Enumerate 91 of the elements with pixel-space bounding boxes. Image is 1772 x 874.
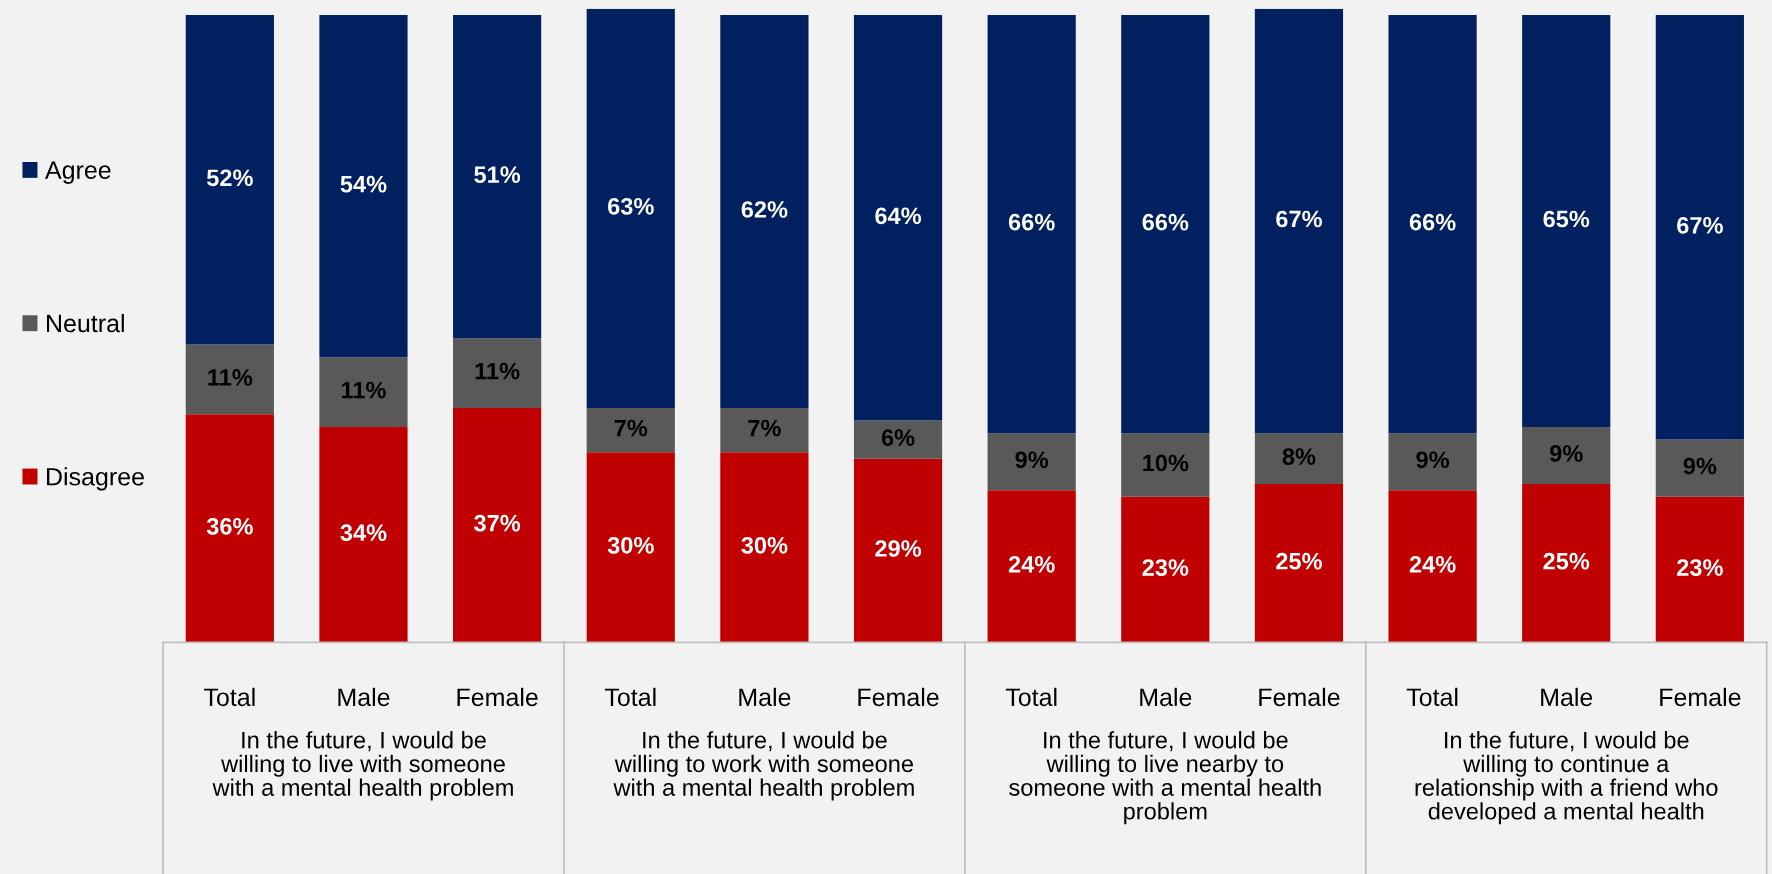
data-label: 11% [475,362,520,380]
bar [185,414,274,643]
bar [1388,490,1477,643]
bar [1522,426,1611,484]
bar [1254,433,1344,484]
legend-label: Neutral [47,313,124,333]
data-label: 10% [1143,454,1189,472]
data-label: 11% [208,369,253,386]
data-label: 34% [340,524,387,542]
bar [586,452,675,643]
data-label: 54% [340,175,387,193]
bar [1655,15,1744,440]
bar [720,452,809,643]
bar [1254,483,1344,643]
bar [319,426,408,643]
data-label: 7% [748,419,781,437]
x-tick-label: Female [457,687,538,707]
bar [453,15,542,339]
bar [853,420,943,459]
text: In the future, I would be willing to live with someone with a mental health problem [212,731,513,801]
text: In the future, I would be willing to continue a relationship with a friend who developed a mental health [1415,731,1718,825]
data-label: 8% [1282,448,1316,465]
bar [987,490,1076,643]
data-label: 30% [741,536,788,554]
bar [1388,433,1477,491]
data-label: 9% [1549,445,1583,462]
data-label: 24% [1008,555,1055,573]
data-label: 63% [607,197,654,215]
x-tick-label: Male [1541,687,1593,707]
x-tick-label: Female [858,687,939,707]
data-label: 67% [1677,216,1723,234]
data-label: 9% [1015,451,1049,469]
legend-label: Agree [45,161,111,184]
bar [720,407,809,453]
data-label: 37% [474,514,521,532]
bar [319,357,408,427]
data-label: 24% [1409,555,1456,573]
data-label: 36% [206,517,253,535]
data-label: 9% [1416,451,1450,469]
data-label: 62% [741,201,788,218]
data-label: 64% [875,207,922,225]
bar [987,433,1076,491]
data-label: 9% [1683,457,1717,475]
data-label: 11% [341,381,386,399]
bar [586,8,675,408]
data-label: 25% [1276,552,1322,570]
bar [453,407,542,643]
x-tick-label: Female [1259,687,1340,707]
bar [1254,8,1344,434]
bar [1655,439,1744,497]
bar [1121,15,1210,434]
x-tick-label: Female [1660,687,1741,707]
bar [1522,15,1611,427]
bar [853,15,943,421]
data-label: 65% [1543,210,1590,228]
bar [1522,483,1611,643]
bar [453,338,542,408]
bar [185,344,274,415]
bar [1121,433,1210,497]
text: In the future, I would be willing to work with someone with a mental health problem [613,731,914,801]
x-tick-label: Total [1406,687,1458,707]
data-label: 25% [1543,552,1590,570]
bar [185,15,274,345]
data-label: 23% [1142,559,1189,576]
bar [586,407,675,453]
data-label: 66% [1409,213,1456,231]
x-tick-label: Male [338,687,390,707]
bar [1121,496,1210,643]
x-tick-label: Total [604,687,656,707]
bar [853,458,943,643]
x-tick-label: Male [739,687,791,707]
data-label: 52% [206,169,253,187]
bar [1655,496,1744,643]
x-tick-label: Total [1005,687,1057,707]
data-label: 51% [474,166,521,183]
data-label: 7% [614,419,648,437]
data-label: 23% [1677,559,1723,576]
bar [319,15,408,358]
data-label: 29% [875,540,922,557]
data-label: 67% [1276,210,1322,228]
bar [987,15,1076,434]
data-label: 66% [1008,213,1055,231]
text: In the future, I would be willing to live nearby to someone with a mental health problem [1009,731,1321,825]
data-label: 66% [1142,213,1189,231]
bar [720,15,809,408]
bar [1388,15,1477,434]
x-tick-label: Male [1140,687,1192,707]
legend-label: Disagree [47,467,144,491]
data-label: 30% [607,536,654,554]
x-tick-label: Total [204,687,255,707]
data-label: 6% [881,429,915,446]
